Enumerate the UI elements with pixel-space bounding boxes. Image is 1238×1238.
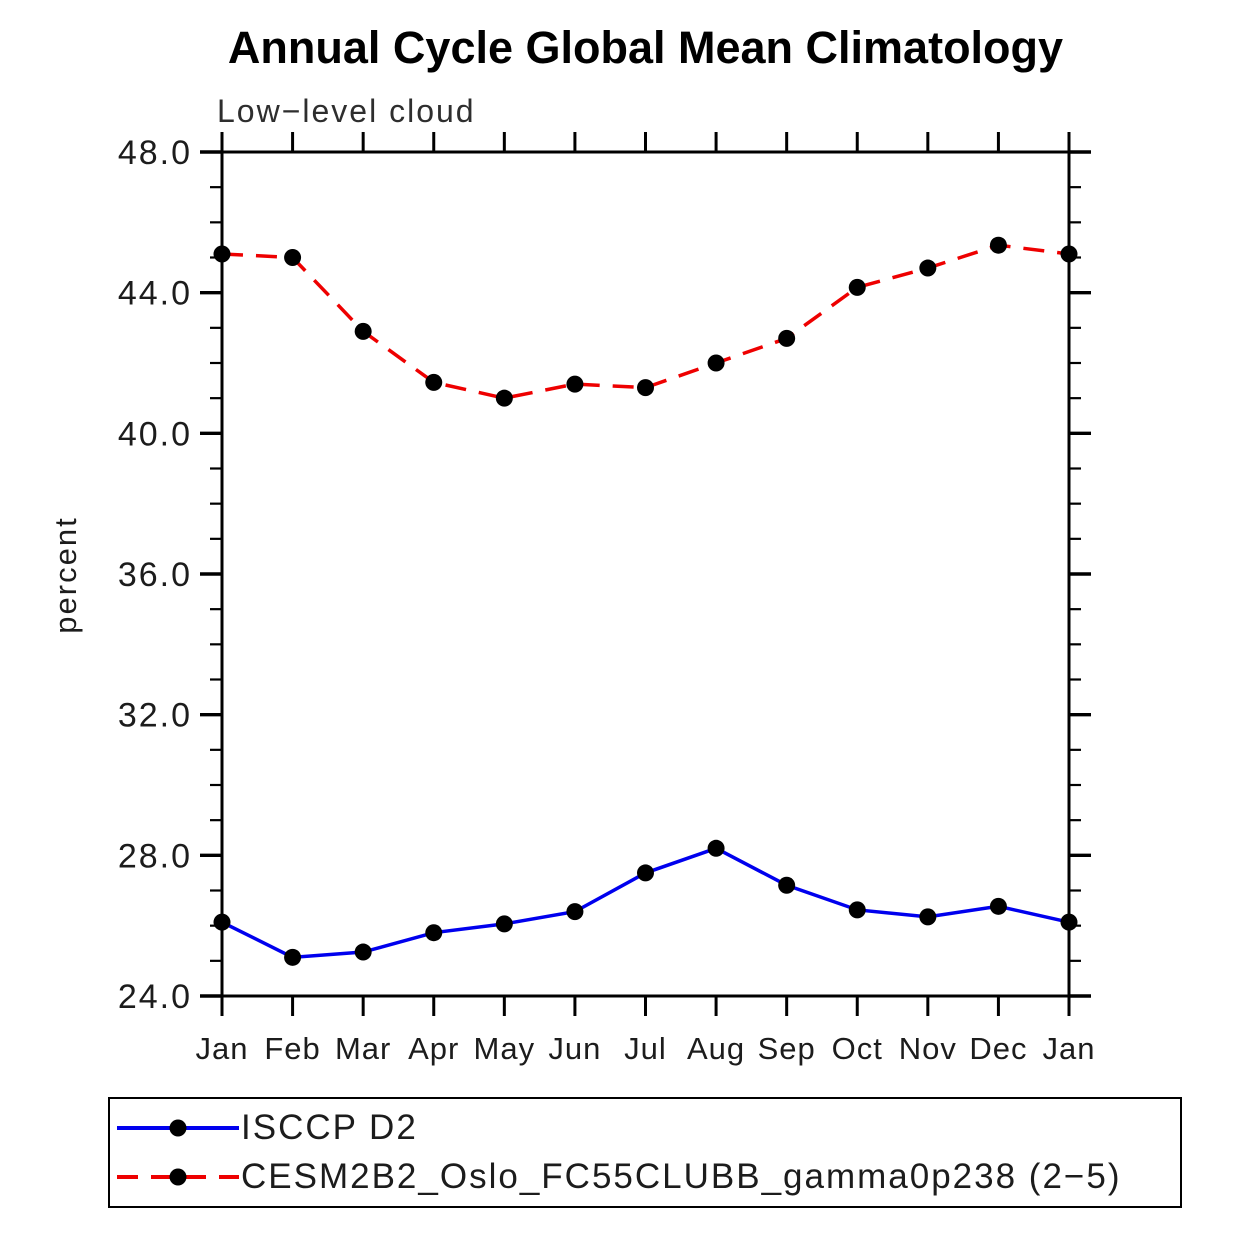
data-point-marker — [919, 908, 937, 926]
x-axis-tick-label: Feb — [264, 1031, 320, 1066]
x-axis-tick-label: Oct — [832, 1031, 883, 1066]
data-point-marker — [1060, 245, 1078, 263]
x-axis-tick-label: Aug — [687, 1031, 745, 1066]
x-axis-tick-label: Mar — [335, 1031, 391, 1066]
x-axis-tick-label: Dec — [969, 1031, 1027, 1066]
data-point-marker — [213, 913, 231, 931]
data-point-marker — [495, 915, 513, 933]
chart-subtitle: Low−level cloud — [217, 93, 476, 129]
data-point-marker — [354, 943, 372, 961]
data-point-marker — [848, 901, 866, 919]
y-axis-tick-label: 40.0 — [118, 415, 192, 453]
x-axis-tick-label: Jul — [624, 1031, 667, 1066]
y-axis-tick-label: 36.0 — [118, 556, 192, 594]
data-point-marker — [213, 245, 231, 263]
x-axis-tick-label: May — [474, 1031, 536, 1066]
data-point-marker — [566, 903, 584, 921]
legend-line-dashed-red — [117, 1168, 239, 1186]
data-point-marker — [989, 236, 1007, 254]
y-axis-tick-label: 32.0 — [118, 697, 192, 735]
y-axis-tick-label: 24.0 — [118, 978, 192, 1016]
series-line-1 — [221, 243, 1070, 400]
data-point-marker — [778, 876, 796, 894]
x-axis-tick-label: Jan — [196, 1031, 249, 1066]
data-point-marker — [354, 322, 372, 340]
data-point-marker — [707, 354, 725, 372]
data-point-marker — [989, 897, 1007, 915]
data-point-marker — [425, 373, 443, 391]
legend-marker-icon — [169, 1168, 187, 1186]
chart-title: Annual Cycle Global Mean Climatology — [227, 22, 1064, 73]
x-axis-tick-label: Jun — [548, 1031, 601, 1066]
data-point-marker — [919, 259, 937, 277]
data-point-marker — [284, 249, 302, 266]
data-point-marker — [425, 924, 443, 942]
x-axis-tick-label: Apr — [408, 1031, 459, 1066]
legend-box: ISCCP D2 CESM2B2_Oslo_FC55CLUBB_gamma0p2… — [108, 1097, 1182, 1208]
legend-line-solid-blue — [117, 1119, 239, 1137]
legend-label: ISCCP D2 — [241, 1108, 418, 1147]
legend-marker-icon — [169, 1119, 187, 1137]
legend-item-cesm2b2: CESM2B2_Oslo_FC55CLUBB_gamma0p238 (2−5) — [117, 1157, 1122, 1196]
data-point-marker — [637, 379, 654, 397]
legend-item-isccp-d2: ISCCP D2 — [117, 1108, 418, 1147]
legend-label: CESM2B2_Oslo_FC55CLUBB_gamma0p238 (2−5) — [241, 1157, 1122, 1196]
x-axis-tick-label: Jan — [1043, 1031, 1096, 1066]
x-axis-tick-label: Nov — [899, 1031, 957, 1066]
data-point-marker — [495, 389, 513, 407]
y-axis-tick-label: 28.0 — [118, 837, 192, 875]
data-point-marker — [284, 948, 302, 966]
x-axis-tick-label: Sep — [758, 1031, 816, 1066]
data-point-marker — [707, 839, 725, 857]
y-axis-tick-label: 48.0 — [118, 134, 192, 172]
data-point-marker — [637, 864, 654, 882]
data-point-marker — [566, 375, 584, 393]
data-point-marker — [848, 278, 866, 296]
data-point-marker — [778, 329, 796, 347]
y-axis-tick-label: 44.0 — [118, 275, 192, 313]
data-point-marker — [1060, 913, 1078, 931]
